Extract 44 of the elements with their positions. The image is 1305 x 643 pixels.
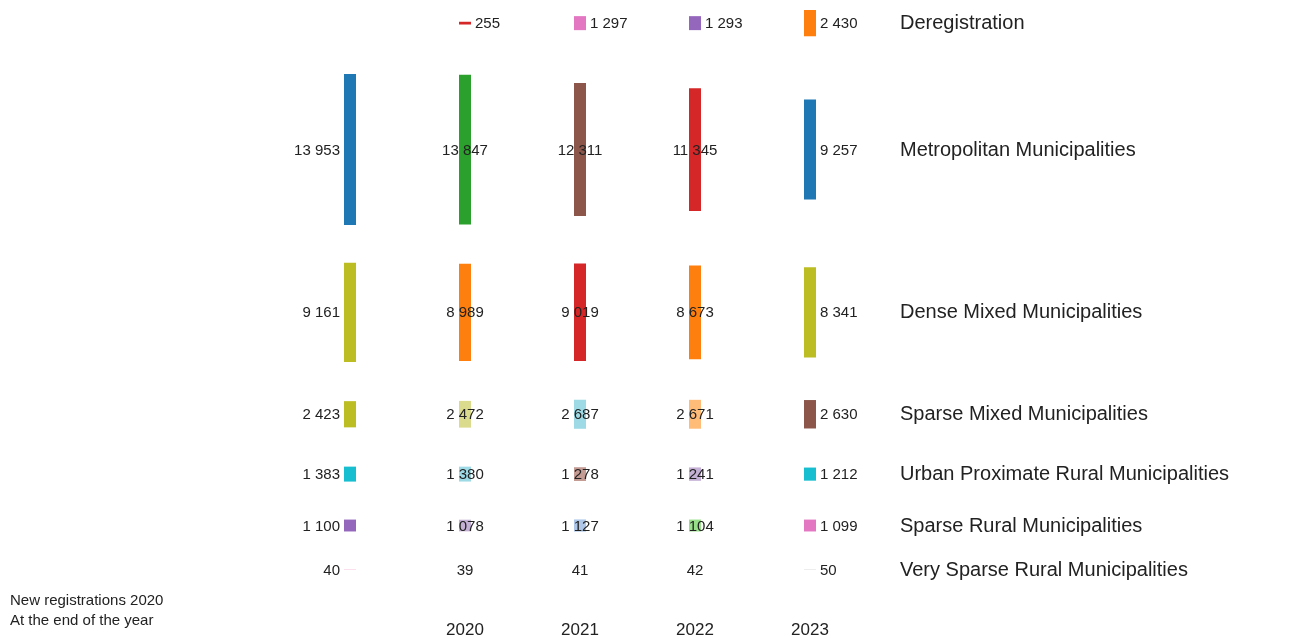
data-label: 13 953 <box>294 140 340 158</box>
data-label: 2 472 <box>446 405 484 423</box>
x-tick-label: 2023 <box>791 620 829 639</box>
data-label: 9 257 <box>820 140 858 158</box>
data-label: 1 127 <box>561 516 599 534</box>
y-tick-label: Metropolitan Municipalities <box>900 137 1136 160</box>
text: New registrations 2020 <box>10 591 164 608</box>
data-label: 2 430 <box>820 14 858 32</box>
data-label: 8 341 <box>820 303 858 321</box>
data-label: 50 <box>820 560 837 578</box>
data-label: 1 241 <box>676 465 714 483</box>
x-tick-label: 2021 <box>561 620 599 639</box>
data-label: 2 423 <box>302 405 340 423</box>
data-label: 9 019 <box>561 303 599 321</box>
data-label: 42 <box>686 560 704 578</box>
y-tick-label: Deregistration <box>900 11 1025 34</box>
data-label: 8 989 <box>446 303 484 321</box>
data-label: 9 161 <box>302 303 340 321</box>
data-label: 1 078 <box>446 516 484 534</box>
x-tick-label: 2022 <box>676 620 714 639</box>
data-label: 1 099 <box>820 516 858 534</box>
data-label: 1 297 <box>590 14 628 32</box>
data-label: 40 <box>323 560 340 578</box>
data-label: 2 671 <box>676 405 714 423</box>
data-label: 39 <box>456 560 474 578</box>
y-tick-label: Sparse Mixed Municipalities <box>900 402 1148 425</box>
text: At the end of the year <box>10 611 154 628</box>
data-label: 1 104 <box>676 516 714 534</box>
data-label: 41 <box>571 560 589 578</box>
data-label: 2 630 <box>820 405 858 423</box>
data-label: 2 687 <box>561 405 599 423</box>
y-tick-label: Urban Proximate Rural Municipalities <box>900 462 1230 485</box>
data-label: 1 380 <box>446 465 484 483</box>
data-label: 1 383 <box>302 465 340 483</box>
data-label: 1 278 <box>561 465 599 483</box>
data-label: 1 212 <box>820 465 858 483</box>
data-label: 255 <box>475 14 501 32</box>
data-label: 8 673 <box>676 303 714 321</box>
x-tick-label: 2020 <box>446 620 484 639</box>
y-tick-label: Sparse Rural Municipalities <box>900 513 1143 536</box>
y-tick-label: Very Sparse Rural Municipalities <box>900 557 1188 580</box>
data-label: 1 293 <box>705 14 743 32</box>
y-tick-label: Dense Mixed Municipalities <box>900 300 1143 323</box>
data-label: 1 100 <box>302 516 340 534</box>
